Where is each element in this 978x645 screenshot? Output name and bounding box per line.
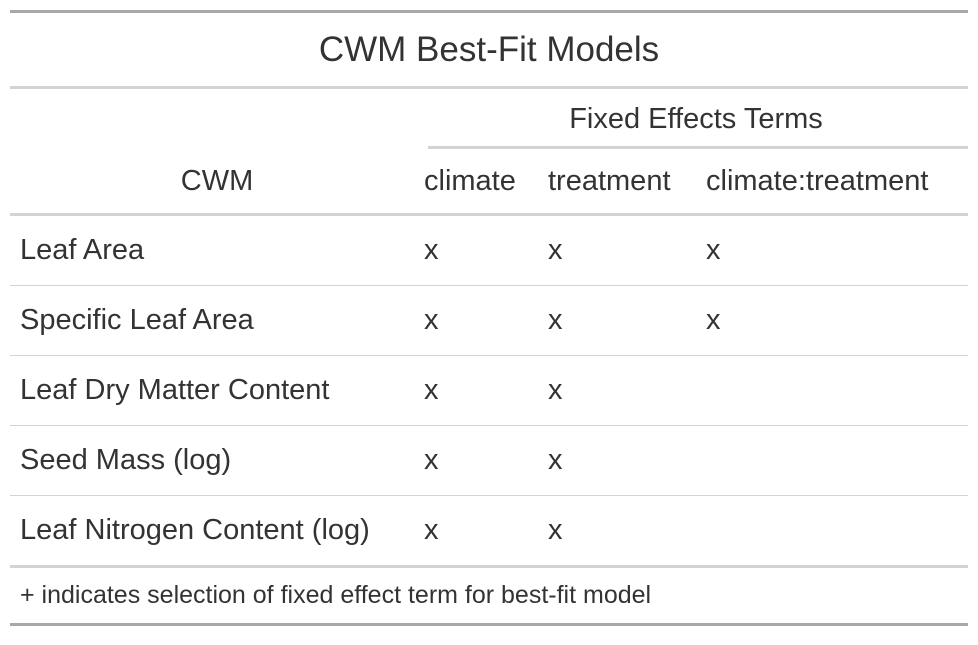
table-row: Specific Leaf Area x x x [10, 285, 968, 356]
interaction-cell: x [706, 214, 968, 286]
treatment-cell: x [548, 355, 706, 426]
climate-cell: x [424, 285, 548, 356]
spanner-underline [428, 146, 968, 149]
table-footnote: + indicates selection of fixed effect te… [10, 566, 968, 626]
footnote-row: + indicates selection of fixed effect te… [10, 566, 968, 626]
table-row: Leaf Dry Matter Content x x [10, 355, 968, 426]
climate-cell: x [424, 495, 548, 568]
row-label: Leaf Dry Matter Content [10, 355, 424, 426]
interaction-cell: x [706, 285, 968, 356]
table-row: Seed Mass (log) x x [10, 425, 968, 496]
treatment-cell: x [548, 495, 706, 568]
results-table: CWM Best-Fit Models Fixed Effects Terms … [10, 10, 968, 626]
interaction-cell [706, 425, 968, 496]
table-title: CWM Best-Fit Models [10, 10, 968, 89]
climate-cell: x [424, 425, 548, 496]
row-label: Specific Leaf Area [10, 285, 424, 356]
spanner-row: Fixed Effects Terms [10, 88, 968, 150]
column-header-row: CWM climate treatment climate:treatment [10, 149, 968, 216]
column-header-treatment: treatment [548, 149, 706, 216]
interaction-cell [706, 495, 968, 568]
treatment-cell: x [548, 425, 706, 496]
spanner-empty-cell [10, 88, 424, 150]
column-header-interaction: climate:treatment [706, 149, 968, 216]
climate-cell: x [424, 355, 548, 426]
treatment-cell: x [548, 214, 706, 286]
column-header-cwm: CWM [10, 149, 424, 216]
spanner-label: Fixed Effects Terms [569, 102, 823, 135]
column-header-climate: climate [424, 149, 548, 216]
interaction-cell [706, 355, 968, 426]
table-row: Leaf Nitrogen Content (log) x x [10, 495, 968, 568]
table-row: Leaf Area x x x [10, 214, 968, 286]
best-fit-models-table: CWM Best-Fit Models Fixed Effects Terms … [10, 10, 968, 626]
row-label: Leaf Area [10, 214, 424, 286]
fixed-effects-spanner: Fixed Effects Terms [424, 88, 968, 149]
row-label: Leaf Nitrogen Content (log) [10, 495, 424, 568]
title-row: CWM Best-Fit Models [10, 10, 968, 89]
row-label: Seed Mass (log) [10, 425, 424, 496]
climate-cell: x [424, 214, 548, 286]
treatment-cell: x [548, 285, 706, 356]
